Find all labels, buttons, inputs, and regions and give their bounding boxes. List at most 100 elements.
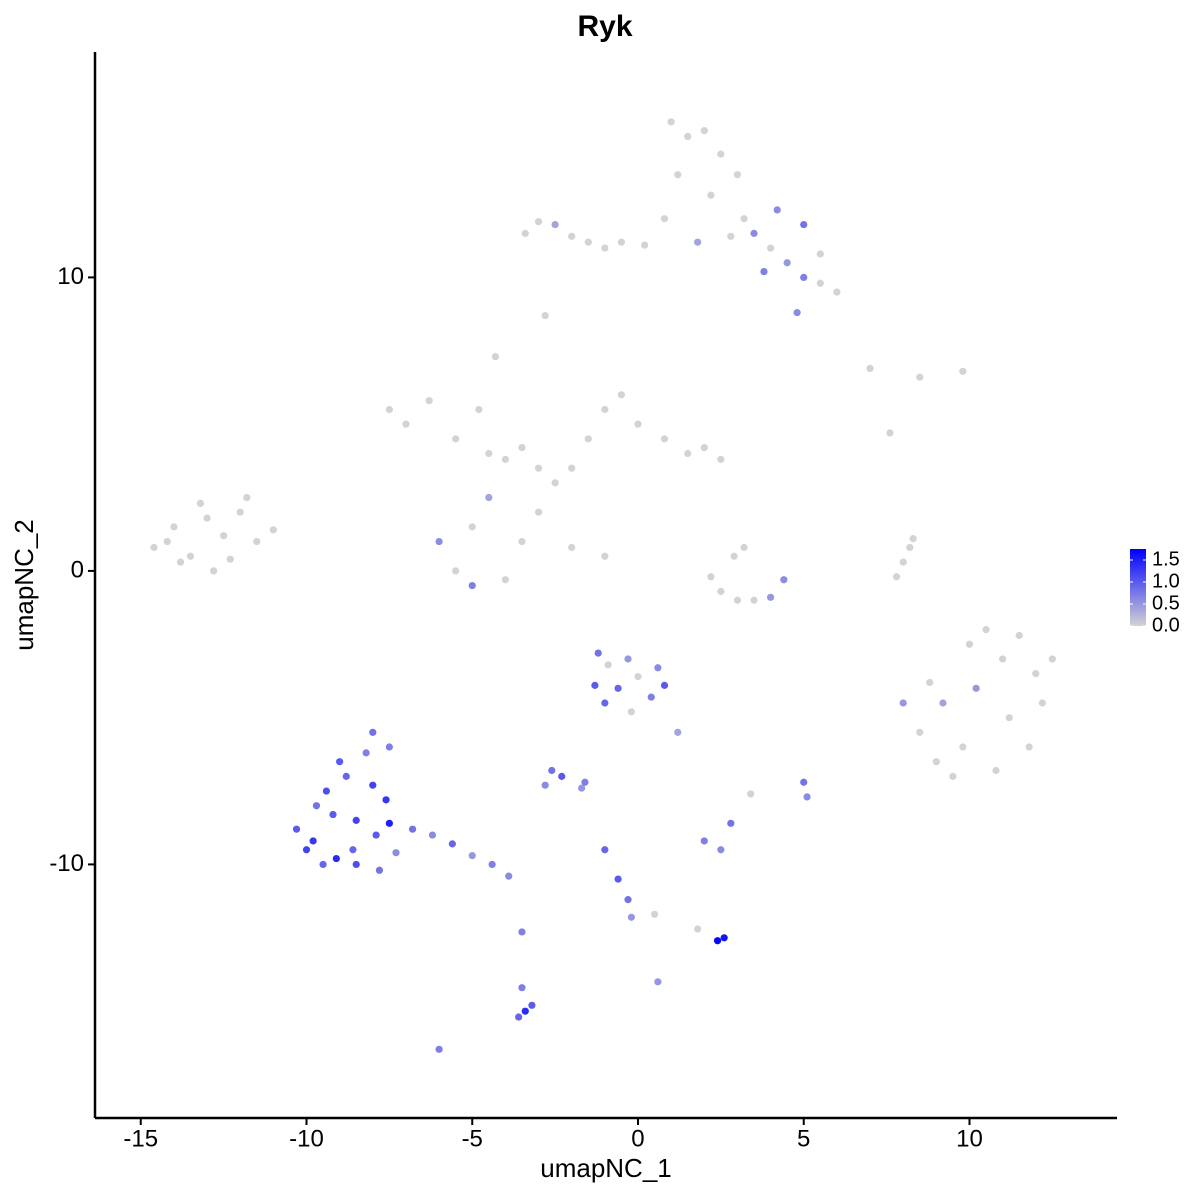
cell-point [750,229,758,237]
cell-point [926,678,934,687]
cell-point [627,913,635,921]
cell-point [518,537,526,546]
cell-point [501,455,509,463]
cell-point [660,215,669,223]
cell-point [601,405,609,414]
cell-point [707,573,715,581]
cell-point [674,171,682,179]
cell-point [594,649,602,657]
cell-point [766,244,775,252]
cell-point [491,353,500,361]
cell-point [624,655,632,663]
colorbar-label: 0.0 [1152,614,1180,636]
cell-point [1015,631,1023,640]
cell-point [528,1001,536,1009]
cell-point [733,171,742,179]
cell-point [707,191,715,199]
x-tick-label: -15 [123,1125,158,1152]
cell-point [176,558,185,566]
cell-point [972,684,980,692]
cell-point [717,455,725,463]
cell-point [694,925,702,933]
colorbar-label: 1.0 [1152,570,1180,592]
cell-point [614,684,622,692]
cell-point [999,655,1007,663]
cell-point [568,232,576,240]
cell-point [369,728,377,736]
cell-point [435,1045,443,1053]
cell-point [534,464,543,472]
cell-point [694,238,702,246]
cell-point [965,640,974,648]
cell-point [747,790,755,798]
cell-point [800,778,808,786]
cell-point [617,391,626,399]
cell-point [302,846,311,854]
cell-point [959,367,967,375]
cell-point [909,535,917,543]
cell-point [899,699,907,707]
cell-point [601,846,609,854]
cell-point [408,825,417,833]
x-axis-title: umapNC_1 [540,1153,672,1183]
cell-point [654,664,662,672]
x-tick-label: 0 [631,1125,644,1152]
cell-point [720,934,728,942]
y-tick-label: 10 [57,263,84,290]
cell-point [568,464,576,472]
cell-point [1025,743,1033,751]
cell-point [322,787,330,795]
cell-point [717,150,725,158]
cell-point [236,508,244,516]
x-tick-label: -10 [289,1125,324,1152]
y-tick-label: -10 [49,850,84,877]
cell-point [243,493,251,502]
cell-point [783,259,791,267]
cell-point [534,218,543,226]
cell-point [435,537,443,546]
cell-point [674,728,682,736]
cell-point [634,672,642,681]
cell-point [541,311,549,320]
cell-point [515,1013,523,1021]
cell-point [773,206,781,214]
cell-point [949,772,957,780]
cell-point [700,127,708,135]
cell-point [425,397,433,405]
cell-point [352,860,360,869]
cell-point [448,840,456,848]
cell-point [634,420,642,428]
cell-point [740,543,748,552]
cell-point [730,552,738,560]
cell-point [292,825,301,833]
cell-point [713,937,722,945]
cell-point [269,526,277,534]
cell-point [349,846,357,854]
cell-point [584,238,592,246]
cell-point [717,587,725,596]
cell-point [932,758,940,766]
cell-point [203,514,211,522]
x-tick-label: 10 [956,1125,983,1152]
cell-point [766,593,775,601]
chart-title: Ryk [577,10,632,43]
cell-point [385,743,393,751]
cell-point [959,743,967,751]
cell-point [372,831,380,839]
cell-point [793,309,801,317]
cell-point [568,543,576,552]
cell-point [584,435,592,443]
cell-point [551,479,559,487]
cell-point [1032,670,1040,678]
cell-point [505,872,513,880]
cell-point [253,537,261,546]
colorbar [1130,549,1146,626]
cell-point [660,435,669,443]
cell-point [578,784,586,792]
cell-point [886,429,894,437]
cell-point [833,288,841,296]
cell-point [385,405,393,414]
cell-point [468,523,476,531]
cell-point [660,681,669,689]
cell-point [816,279,824,287]
